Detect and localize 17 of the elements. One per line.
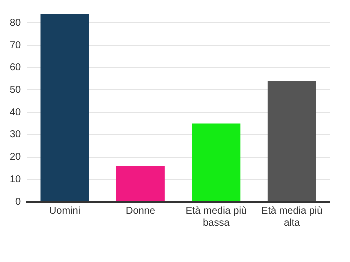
bar <box>116 166 165 202</box>
y-tick-label: 50 <box>10 84 22 96</box>
x-tick-label: Età media più bassa <box>186 206 247 229</box>
bar <box>40 14 90 202</box>
x-tick-label: Età media più alta <box>262 206 323 229</box>
y-tick-label: 30 <box>10 130 22 141</box>
bar <box>268 81 316 202</box>
y-tick-label: 0 <box>16 196 22 208</box>
y-tick-label: 60 <box>10 62 22 74</box>
bar <box>192 124 241 202</box>
y-tick-label: 10 <box>10 174 22 186</box>
x-tick-label: Uomini <box>49 206 81 217</box>
y-tick-label: 40 <box>10 107 22 118</box>
y-tick-label: 20 <box>10 152 22 164</box>
y-tick-label: 80 <box>10 18 22 29</box>
y-tick-label: 70 <box>10 40 22 52</box>
x-tick-label: Donne <box>126 206 156 217</box>
